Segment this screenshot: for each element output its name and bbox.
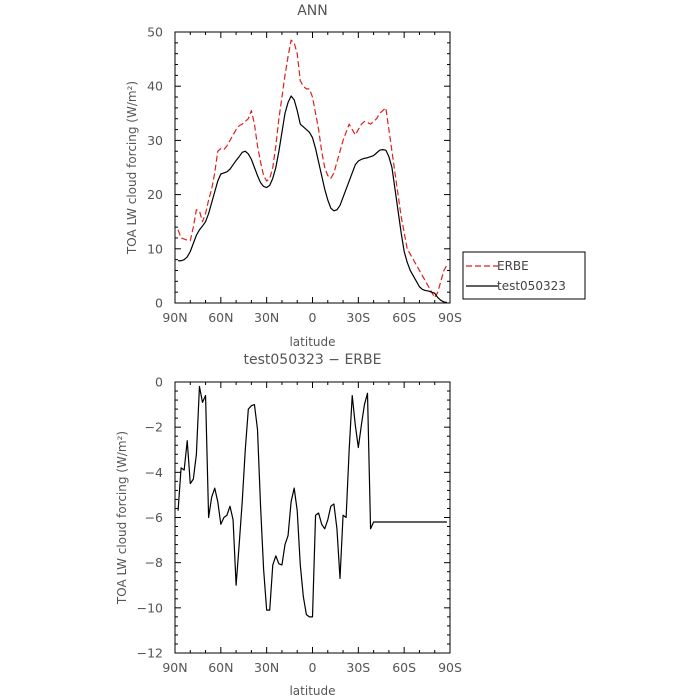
x-tick-label: 30N: [254, 310, 279, 325]
legend-label-erbe: ERBE: [497, 259, 529, 273]
x-tick-label: 60N: [208, 310, 233, 325]
y-tick-label: 40: [147, 79, 163, 94]
top-legend: ERBE test050323: [462, 251, 586, 300]
bottom-y-axis-label: TOA LW cloud forcing (W/m²): [115, 431, 129, 605]
x-tick-label: 90S: [438, 310, 462, 325]
x-tick-label: 90N: [162, 660, 187, 675]
x-tick-label: 30N: [254, 660, 279, 675]
series-line-difference: [177, 385, 447, 618]
top-x-axis-label: latitude: [289, 335, 335, 349]
bottom-chart: test050323 − ERBE 90N 60N 30N 0 30S 60S 90S 0 −2…: [115, 352, 462, 698]
bottom-plot-area: 90N 60N 30N 0 30S 60S 90S 0 −2 −4 −6 −8 −10 −12: [137, 375, 462, 676]
x-tick-label: 60N: [208, 660, 233, 675]
top-chart-title: ANN: [297, 3, 328, 19]
x-tick-label: 60S: [392, 660, 416, 675]
legend-label-test050323: test050323: [497, 279, 566, 293]
y-tick-label: −2: [145, 420, 163, 435]
top-plot-frame: [174, 31, 451, 304]
y-tick-label: 50: [147, 25, 163, 40]
legend-box: [462, 251, 586, 300]
y-tick-label: −6: [145, 510, 163, 525]
y-tick-label: −12: [137, 646, 163, 661]
top-chart: ANN 90N 60N 30N 0 30S 60S 90S 0 10 20 30 40 50 latit…: [125, 3, 586, 349]
x-tick-label: 90N: [162, 310, 187, 325]
y-tick-label: −8: [145, 555, 163, 570]
y-tick-label: −4: [145, 465, 163, 480]
x-tick-label: 0: [309, 660, 317, 675]
top-plot-area: 90N 60N 30N 0 30S 60S 90S 0 10 20 30 40 50: [147, 25, 462, 326]
x-tick-label: 90S: [438, 660, 462, 675]
x-tick-label: 0: [309, 310, 317, 325]
y-tick-label: 20: [147, 187, 163, 202]
x-tick-label: 60S: [392, 310, 416, 325]
y-tick-label: 30: [147, 133, 163, 148]
series-line-erbe: [177, 39, 448, 299]
y-tick-label: −10: [137, 600, 163, 615]
y-tick-label: 0: [155, 375, 163, 390]
bottom-chart-title: test050323 − ERBE: [244, 352, 382, 368]
y-tick-label: 10: [147, 241, 163, 256]
y-tick-label: 0: [155, 296, 163, 311]
series-line-test050323: [178, 95, 448, 304]
bottom-plot-frame: [174, 381, 451, 654]
bottom-x-axis-label: latitude: [289, 684, 335, 698]
x-tick-label: 30S: [346, 660, 370, 675]
top-y-axis-label: TOA LW cloud forcing (W/m²): [125, 81, 139, 255]
x-tick-label: 30S: [346, 310, 370, 325]
